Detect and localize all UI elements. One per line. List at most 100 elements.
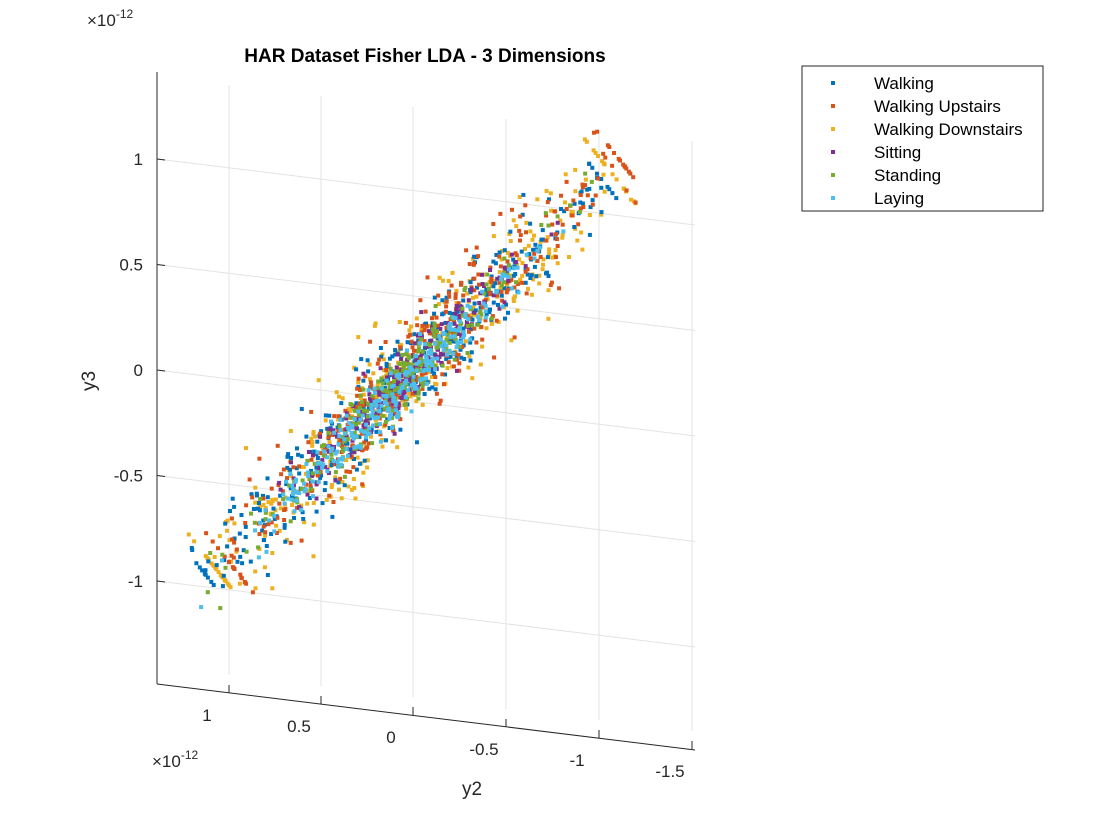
scatter-point: [364, 416, 369, 421]
scatter-point: [355, 393, 360, 398]
scatter-point: [257, 532, 262, 537]
scatter-point: [324, 497, 329, 502]
scatter-point: [587, 232, 592, 237]
scatter-point: [571, 198, 576, 203]
scatter-point: [506, 263, 511, 268]
scatter-point: [483, 304, 488, 309]
scatter-point: [468, 305, 472, 310]
scatter-point: [461, 293, 466, 298]
y-tick-mark: [156, 580, 166, 583]
scatter-point: [364, 438, 368, 443]
scatter-point: [473, 308, 478, 313]
scatter-point: [283, 495, 288, 500]
scatter-point: [354, 434, 359, 439]
scatter-point: [472, 310, 477, 315]
scatter-point: [454, 368, 459, 373]
scatter-point: [559, 193, 563, 198]
scatter-point: [299, 465, 304, 469]
scatter-point: [354, 401, 359, 406]
scatter-point: [223, 578, 227, 583]
scatter-point: [414, 399, 419, 404]
scatter-point: [459, 355, 464, 360]
scatter-point: [337, 457, 342, 462]
scatter-point: [452, 334, 456, 339]
scatter-point: [607, 145, 612, 149]
scatter-point: [452, 321, 457, 326]
scatter-point: [469, 350, 474, 355]
scatter-point: [314, 482, 319, 487]
scatter-point: [515, 265, 520, 270]
scatter-point: [226, 559, 231, 564]
scatter-point: [621, 186, 626, 191]
scatter-point: [381, 357, 386, 362]
scatter-point: [369, 406, 374, 411]
scatter-point: [467, 329, 471, 334]
scatter-point: [483, 309, 488, 314]
scatter-point: [491, 293, 496, 298]
scatter-point: [398, 345, 403, 350]
scatter-point: [305, 492, 310, 497]
legend-label: Walking: [874, 74, 934, 93]
legend-marker: [831, 127, 835, 131]
scatter-point: [417, 359, 422, 364]
scatter-point: [277, 480, 282, 485]
scatter-point: [322, 449, 327, 454]
scatter-point: [478, 305, 483, 310]
scatter-point: [580, 201, 585, 206]
scatter-point: [433, 353, 438, 358]
x-tick-label: 0: [386, 728, 395, 747]
scatter-point: [315, 450, 320, 455]
scatter-point: [474, 294, 479, 299]
scatter-point: [370, 393, 375, 398]
scatter-point: [371, 371, 376, 376]
scatter-point: [263, 533, 268, 538]
scatter-point: [338, 417, 343, 422]
scatter-point: [610, 163, 615, 168]
scatter-point: [387, 356, 392, 361]
scatter-point: [329, 463, 334, 468]
scatter-point: [436, 293, 441, 298]
scatter-point: [502, 265, 507, 270]
scatter-point: [506, 310, 510, 315]
scatter-point: [432, 364, 437, 369]
scatter-point: [408, 387, 413, 392]
scatter-point: [339, 401, 344, 406]
scatter-point: [534, 274, 539, 279]
scatter-point: [316, 480, 321, 484]
scatter-point: [340, 480, 345, 485]
scatter-point: [300, 510, 305, 515]
y-grid-line: [156, 158, 696, 226]
scatter-point: [443, 372, 448, 377]
x-tick-label: 1: [202, 706, 211, 725]
scatter-point: [358, 417, 363, 422]
scatter-point: [420, 377, 424, 381]
tick-marks: [156, 158, 693, 749]
scatter-point: [394, 365, 399, 370]
scatter-point: [363, 429, 368, 434]
scatter-point: [311, 432, 316, 437]
scatter-point: [406, 370, 411, 375]
scatter-point: [265, 476, 270, 481]
scatter-point: [243, 524, 248, 529]
scatter-point: [407, 328, 412, 333]
scatter-point: [369, 402, 374, 407]
scatter-point: [360, 482, 365, 487]
scatter-point: [314, 496, 319, 501]
scatter-point: [391, 399, 396, 404]
scatter-point: [434, 345, 439, 350]
scatter-point: [306, 450, 311, 454]
scatter-point: [339, 462, 344, 467]
scatter-point: [436, 323, 440, 328]
scatter-point: [546, 316, 551, 321]
scatter-point: [253, 485, 258, 490]
scatter-point: [378, 430, 382, 435]
scatter-point: [331, 500, 336, 504]
scatter-point: [499, 283, 504, 288]
scatter-point: [541, 237, 545, 242]
scatter-point: [379, 376, 384, 381]
scatter-point: [458, 347, 463, 352]
legend-label: Walking Upstairs: [874, 97, 1001, 116]
scatter-point: [463, 312, 468, 317]
scatter-point: [524, 220, 529, 225]
scatter-point: [313, 434, 318, 439]
